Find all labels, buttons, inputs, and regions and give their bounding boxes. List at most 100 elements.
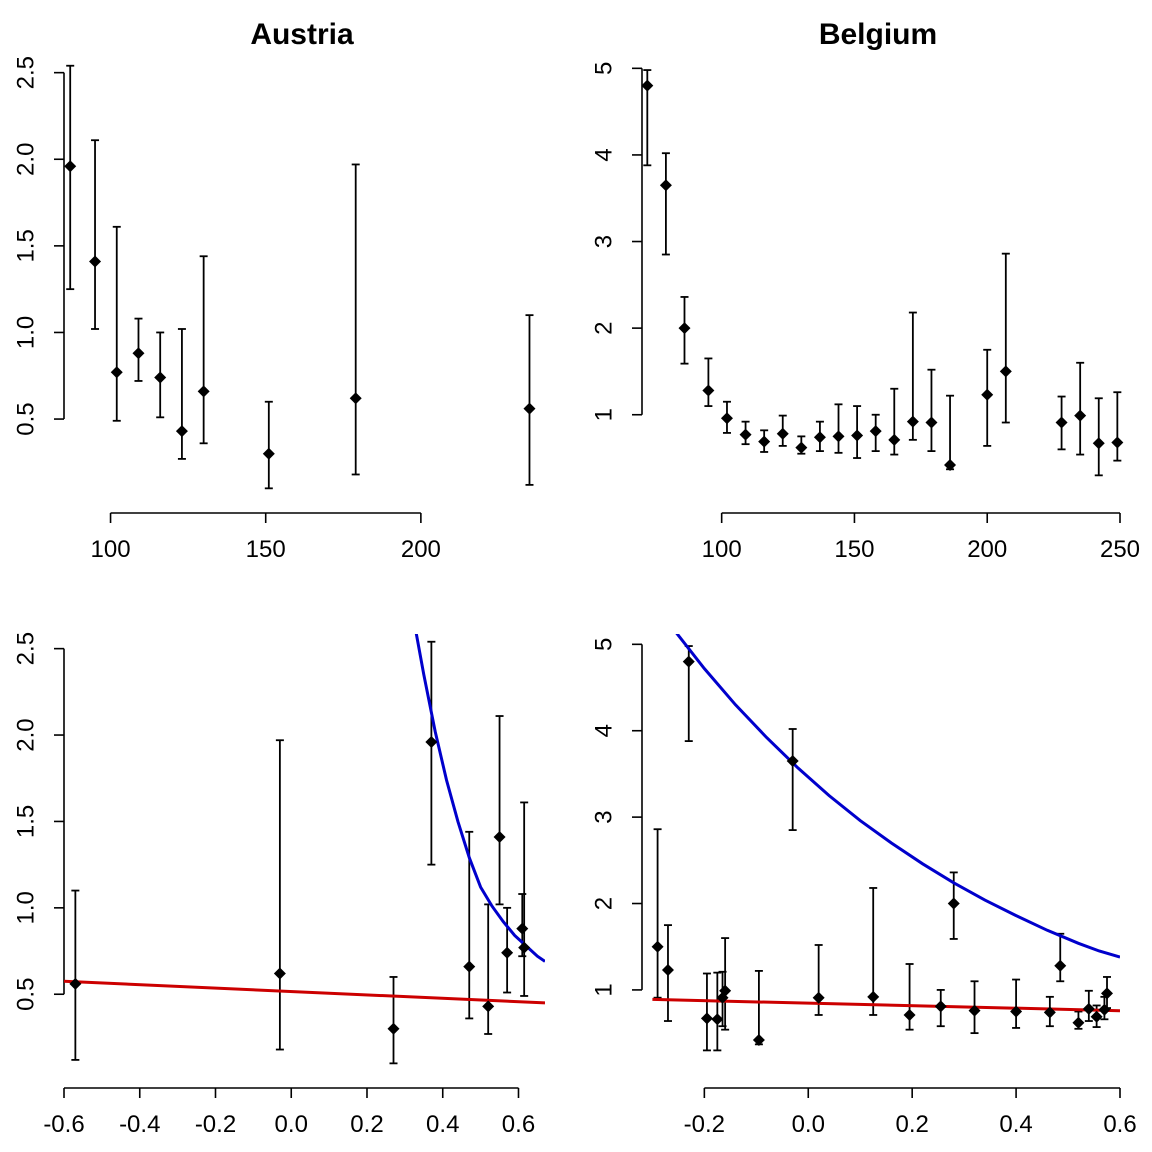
- error-bar: [199, 255, 208, 445]
- data-point: [981, 388, 994, 401]
- error-bar: [264, 400, 273, 490]
- data-point: [758, 435, 771, 448]
- data-point: [661, 964, 674, 977]
- fitted-curve: [64, 979, 545, 1005]
- error-bar: [91, 139, 100, 330]
- data-point: [795, 441, 808, 454]
- error-bar: [946, 394, 955, 471]
- x-tick-label: -0.4: [119, 1111, 160, 1138]
- x-tick-label: 0.2: [895, 1111, 928, 1138]
- error-bar: [702, 972, 711, 1052]
- data-point: [651, 940, 664, 953]
- error-bar: [1001, 252, 1010, 424]
- data-point: [1074, 409, 1087, 422]
- error-bar: [704, 357, 713, 407]
- data-point: [1092, 437, 1105, 450]
- data-point: [175, 425, 188, 438]
- y-tick-label: 1.5: [13, 805, 40, 838]
- error-bar: [525, 314, 534, 486]
- error-bar: [834, 403, 843, 454]
- x-tick-label: -0.2: [684, 1111, 725, 1138]
- y-tick-label: 0.5: [13, 978, 40, 1011]
- y-tick-label: 2: [591, 897, 618, 910]
- data-point: [1090, 1010, 1103, 1023]
- y-tick-label: 2.5: [13, 632, 40, 665]
- data-point: [719, 984, 732, 997]
- data-point: [925, 416, 938, 429]
- data-point: [934, 1000, 947, 1013]
- data-point: [851, 429, 864, 442]
- error-bar: [653, 828, 662, 999]
- y-tick-label: 5: [591, 62, 618, 75]
- data-point: [501, 946, 514, 959]
- data-point: [1055, 416, 1068, 429]
- data-point: [720, 412, 733, 425]
- x-tick-label: 150: [834, 536, 874, 563]
- data-point: [1101, 987, 1114, 1000]
- fitted-curve: [414, 634, 545, 963]
- chart-title-belgium: Belgium: [819, 18, 937, 51]
- data-point: [1054, 959, 1067, 972]
- data-point: [702, 384, 715, 397]
- data-point: [888, 433, 901, 446]
- error-bar: [177, 328, 186, 460]
- y-tick-label: 1.5: [13, 229, 40, 262]
- x-tick-label: -0.6: [43, 1111, 84, 1138]
- data-point: [463, 960, 476, 973]
- data-point: [786, 754, 799, 767]
- error-bar: [351, 163, 360, 476]
- error-bar: [520, 801, 529, 997]
- error-bar: [427, 640, 436, 866]
- x-tick-label: 0.4: [426, 1111, 459, 1138]
- data-point: [906, 415, 919, 428]
- data-point: [776, 427, 789, 440]
- error-bar: [661, 152, 670, 256]
- error-bar: [1113, 391, 1122, 462]
- error-bar: [1056, 932, 1065, 983]
- error-bar: [275, 739, 284, 1051]
- y-tick-label: 2.0: [13, 143, 40, 176]
- y-tick-label: 1.0: [13, 891, 40, 924]
- y-tick-label: 5: [591, 638, 618, 651]
- x-tick-label: 0.0: [792, 1111, 825, 1138]
- data-point: [968, 1004, 981, 1017]
- error-bar: [66, 64, 75, 291]
- panel-belgium-top: Belgium 100 150 200 250 1 2 3 4 5: [591, 18, 1141, 563]
- data-point: [262, 447, 275, 460]
- y-tick-label: 4: [591, 148, 618, 161]
- x-tick-label: 200: [401, 536, 441, 563]
- data-point: [867, 990, 880, 1003]
- panel-belgium-bottom: -0.2 0.0 0.2 0.4 0.6 1 2 3 4 5: [591, 634, 1137, 1138]
- x-tick-label: 0.2: [350, 1111, 383, 1138]
- data-point: [944, 458, 957, 471]
- y-tick-label: 1.0: [13, 316, 40, 349]
- data-point: [1043, 1006, 1056, 1019]
- data-point: [1010, 1005, 1023, 1018]
- y-tick-label: 0.5: [13, 402, 40, 435]
- error-bar: [465, 830, 474, 1020]
- error-bar: [788, 728, 797, 831]
- error-bar: [112, 225, 121, 422]
- data-point: [516, 922, 529, 935]
- y-tick-label: 3: [591, 810, 618, 823]
- fitted-curve: [675, 634, 1120, 959]
- error-bar: [721, 937, 730, 1031]
- data-point: [813, 431, 826, 444]
- x-tick-label: -0.2: [195, 1111, 236, 1138]
- error-bar: [1076, 361, 1085, 456]
- data-point: [132, 347, 145, 360]
- x-tick-label: 0.4: [999, 1111, 1032, 1138]
- data-point: [1072, 1016, 1085, 1029]
- data-point: [523, 402, 536, 415]
- data-point: [641, 79, 654, 92]
- data-point: [1098, 1003, 1111, 1016]
- data-point: [659, 179, 672, 192]
- error-bar: [754, 970, 763, 1046]
- data-point: [682, 655, 695, 668]
- y-tick-label: 4: [591, 724, 618, 737]
- error-bar: [495, 715, 504, 906]
- data-point: [832, 430, 845, 443]
- data-point: [425, 735, 438, 748]
- y-tick-label: 2.5: [13, 56, 40, 89]
- y-tick-label: 1: [591, 983, 618, 996]
